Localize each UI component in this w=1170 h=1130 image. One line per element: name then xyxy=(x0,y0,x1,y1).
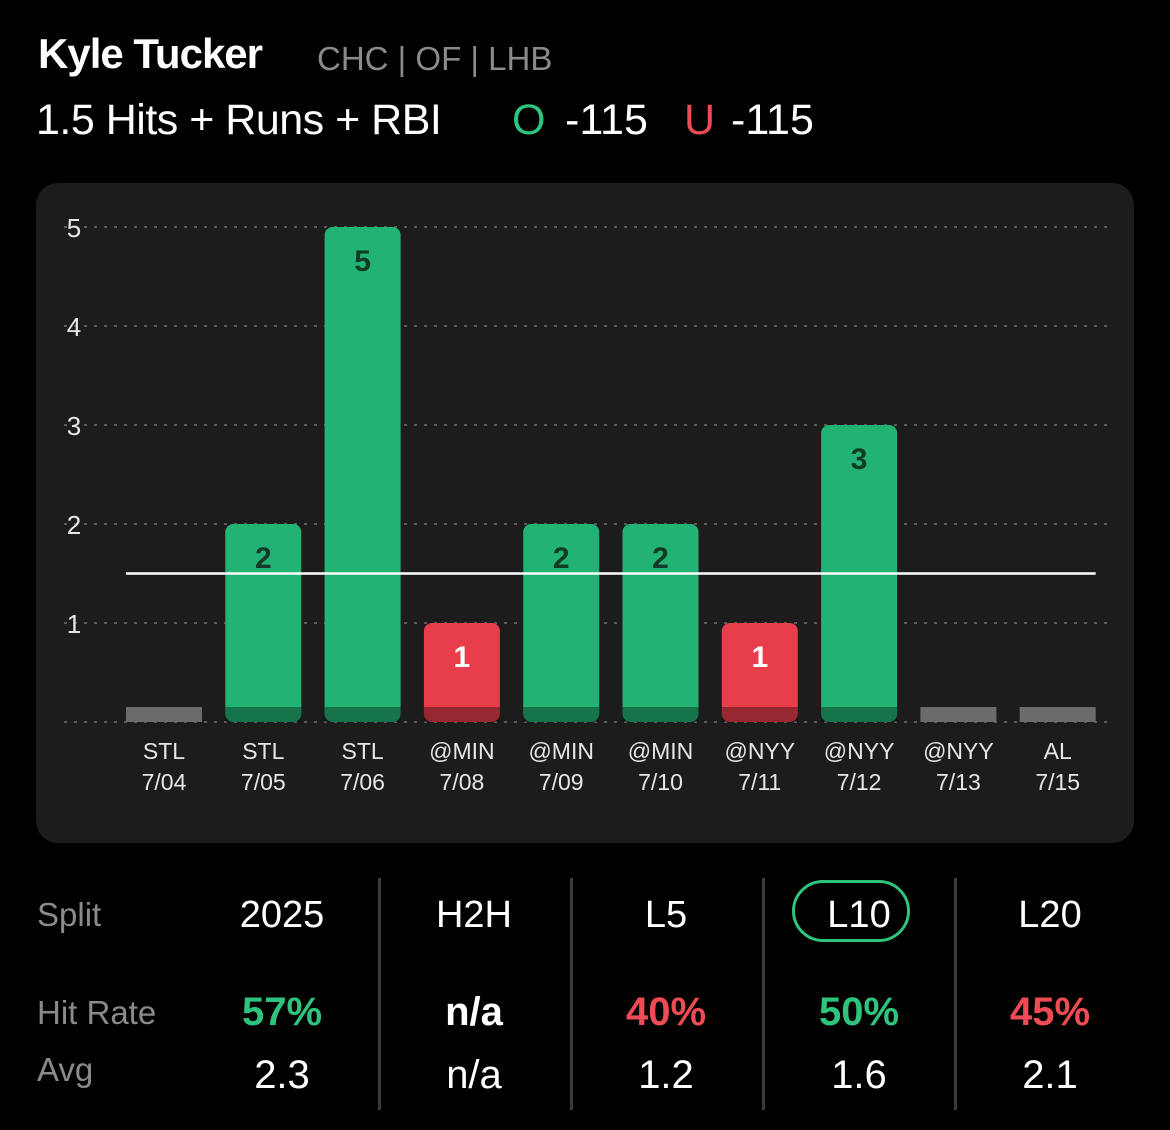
avg-value: 1.2 xyxy=(638,1053,694,1097)
bar-base xyxy=(423,707,500,722)
y-tick-label: 5 xyxy=(67,213,81,243)
bar-base xyxy=(622,707,699,722)
player-name: Kyle Tucker xyxy=(38,30,263,77)
avg-value: 2.3 xyxy=(254,1053,310,1097)
under-odds[interactable]: -115 xyxy=(731,96,814,144)
x-tick-opponent: @MIN xyxy=(429,738,495,764)
under-label[interactable]: U xyxy=(684,96,716,144)
bar-base xyxy=(324,707,401,722)
x-tick-opponent: @MIN xyxy=(528,738,594,764)
bar xyxy=(721,623,798,722)
split-header[interactable]: L20 xyxy=(1018,894,1082,936)
bar-zero xyxy=(126,707,202,722)
bar-value-label: 3 xyxy=(851,443,868,476)
y-tick-label: 4 xyxy=(67,312,81,342)
column-divider xyxy=(762,878,765,1110)
x-tick-opponent: STL xyxy=(143,738,185,764)
row-label-split: Split xyxy=(37,896,102,933)
x-tick-date: 7/06 xyxy=(340,769,385,795)
bar-value-label: 2 xyxy=(255,542,272,575)
bar-base xyxy=(523,707,600,722)
split-header[interactable]: H2H xyxy=(435,894,513,936)
split-header[interactable]: 2025 xyxy=(239,894,325,936)
bar-zero xyxy=(1019,707,1096,722)
y-tick-label: 2 xyxy=(67,510,81,540)
bar-value-label: 2 xyxy=(553,542,570,575)
prop-line: 1.5 Hits + Runs + RBI xyxy=(36,96,442,144)
bar-value-label: 5 xyxy=(354,245,371,278)
hit-rate-value: n/a xyxy=(445,990,503,1034)
split-header[interactable]: L10 xyxy=(827,894,891,936)
avg-value: n/a xyxy=(446,1053,502,1097)
bar-value-label: 1 xyxy=(751,641,768,674)
bar-zero xyxy=(920,707,997,722)
bar-base xyxy=(225,707,302,722)
hit-rate-value: 45% xyxy=(1009,990,1091,1034)
column-divider xyxy=(954,878,957,1110)
x-tick-date: 7/08 xyxy=(440,769,485,795)
x-tick-date: 7/12 xyxy=(837,769,882,795)
y-tick-label: 1 xyxy=(67,609,81,639)
bar-value-label: 1 xyxy=(454,641,471,674)
x-tick-opponent: @NYY xyxy=(824,738,895,764)
x-tick-date: 7/15 xyxy=(1035,769,1080,795)
column-divider xyxy=(378,878,381,1110)
game-log-chart: 1 2 3 4 5 STL 7/04 2 STL 7/05 5 STL 7/06 1 @MIN 7/08 2 @M… xyxy=(64,213,1108,795)
hit-rate-value: 40% xyxy=(625,990,707,1034)
column-divider xyxy=(570,878,573,1110)
x-tick-opponent: @NYY xyxy=(724,738,795,764)
row-label-hit-rate: Hit Rate xyxy=(37,994,157,1031)
selected-split-indicator xyxy=(792,880,910,942)
x-tick-date: 7/09 xyxy=(539,769,584,795)
x-tick-date: 7/13 xyxy=(936,769,981,795)
bar-value-label: 2 xyxy=(652,542,669,575)
bar-base xyxy=(721,707,798,722)
x-tick-date: 7/05 xyxy=(241,769,286,795)
split-header[interactable]: L5 xyxy=(644,894,688,936)
x-tick-opponent: AL xyxy=(1044,738,1072,764)
bar-base xyxy=(821,707,898,722)
split-stats-table: Split Hit Rate Avg 2025 57% 2.3 H2H n/a … xyxy=(0,860,1170,1130)
hit-rate-value: 50% xyxy=(818,990,900,1034)
x-tick-opponent: @MIN xyxy=(628,738,694,764)
x-tick-opponent: STL xyxy=(342,738,384,764)
bar xyxy=(324,227,401,722)
x-tick-date: 7/11 xyxy=(738,769,781,795)
avg-value: 1.6 xyxy=(831,1053,887,1097)
x-tick-opponent: @NYY xyxy=(923,738,994,764)
x-tick-date: 7/10 xyxy=(638,769,683,795)
hit-rate-value: 57% xyxy=(241,990,323,1034)
avg-value: 2.1 xyxy=(1022,1053,1078,1097)
chart-panel: 1 2 3 4 5 STL 7/04 2 STL 7/05 5 STL 7/06 1 @MIN 7/08 2 @M… xyxy=(36,183,1134,843)
y-tick-label: 3 xyxy=(67,411,81,441)
player-meta: CHC | OF | LHB xyxy=(317,40,553,77)
over-odds[interactable]: -115 xyxy=(565,96,648,144)
bar xyxy=(423,623,500,722)
over-label[interactable]: O xyxy=(512,96,546,144)
x-tick-opponent: STL xyxy=(242,738,284,764)
row-label-avg: Avg xyxy=(37,1051,94,1088)
x-tick-date: 7/04 xyxy=(142,769,187,795)
